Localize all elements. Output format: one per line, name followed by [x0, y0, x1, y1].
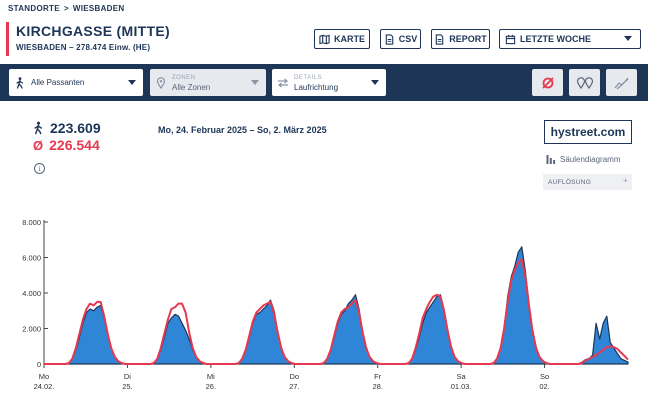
- resolution-select[interactable]: AUFLÖSUNG +: [543, 174, 632, 190]
- pedestrian-icon: [16, 76, 24, 89]
- compare-locations-button[interactable]: [569, 69, 600, 96]
- hystreet-logo[interactable]: hystreet.com: [544, 120, 632, 144]
- chart-type-label: Säulendiagramm: [560, 155, 621, 164]
- plus-icon: +: [623, 176, 628, 185]
- average-count-value: 226.544: [49, 137, 100, 153]
- pedestrian-icon: [34, 121, 42, 135]
- period-select-value: LETZTE WOCHE: [520, 34, 591, 44]
- x-tick-date: 01.03.: [451, 382, 472, 391]
- report-button[interactable]: REPORT: [431, 29, 490, 49]
- y-tick-label: 6.000: [22, 254, 41, 263]
- file-icon: [435, 33, 444, 45]
- info-icon-glyph: i: [38, 164, 41, 173]
- csv-button[interactable]: CSV: [380, 29, 421, 49]
- footfall-area-series: [43, 246, 629, 365]
- filter-toolbar: Alle Passanten ZONEN Alle Zonen DETAILS La…: [0, 64, 648, 101]
- breadcrumb-current: WIESBADEN: [72, 4, 125, 13]
- x-tick-weekday: Sa: [457, 372, 467, 381]
- double-pin-icon: [576, 77, 593, 89]
- y-tick-label: 0: [37, 360, 41, 369]
- period-select[interactable]: LETZTE WOCHE: [499, 29, 641, 49]
- info-icon[interactable]: i: [34, 163, 45, 174]
- zonen-select[interactable]: ZONEN Alle Zonen: [150, 69, 266, 96]
- compare-trend-button[interactable]: [606, 69, 637, 96]
- zonen-select-label: ZONEN: [172, 74, 196, 81]
- y-tick-label: 8.000: [22, 218, 41, 227]
- swap-arrows-icon: [278, 78, 288, 87]
- total-count-value: 223.609: [50, 120, 101, 136]
- passanten-select-value: Alle Passanten: [31, 77, 85, 87]
- map-button-label: KARTE: [334, 34, 365, 44]
- location-pin-icon: [156, 76, 166, 89]
- x-tick-weekday: Di: [124, 372, 131, 381]
- x-tick-date: 24.02.: [34, 382, 55, 391]
- x-tick-weekday: So: [540, 372, 549, 381]
- chevron-down-icon: [251, 80, 259, 85]
- average-icon: [541, 76, 554, 89]
- x-tick-date: 28.: [372, 382, 382, 391]
- file-icon: [385, 33, 393, 45]
- resolution-label: AUFLÖSUNG: [548, 178, 592, 186]
- x-tick-weekday: Mi: [207, 372, 215, 381]
- details-select[interactable]: DETAILS Laufrichtung: [272, 69, 386, 96]
- zonen-select-value: Alle Zonen: [172, 82, 211, 92]
- breadcrumb-separator: >: [63, 4, 69, 13]
- total-count: 223.609: [33, 120, 101, 136]
- bar-chart-icon: [546, 155, 556, 164]
- x-tick-date: 02.: [539, 382, 549, 391]
- y-tick-label: 4.000: [22, 289, 41, 298]
- calendar-icon: [505, 34, 516, 44]
- chevron-down-icon: [128, 80, 136, 85]
- trend-compare-icon: [614, 77, 628, 89]
- x-tick-weekday: Fr: [374, 372, 382, 381]
- x-tick-date: 27.: [289, 382, 299, 391]
- x-tick-date: 25.: [122, 382, 132, 391]
- chart-type-toggle[interactable]: Säulendiagramm: [546, 155, 620, 164]
- average-count: Ø 226.544: [33, 137, 100, 153]
- passanten-select[interactable]: Alle Passanten: [9, 69, 143, 96]
- map-button[interactable]: KARTE: [314, 29, 370, 49]
- x-tick-weekday: Mo: [39, 372, 49, 381]
- report-button-label: REPORT: [449, 34, 487, 44]
- x-tick-date: 26.: [206, 382, 216, 391]
- date-range: Mo, 24. Februar 2025 – So, 2. März 2025: [158, 125, 327, 135]
- average-toggle-button[interactable]: [532, 69, 563, 96]
- average-line-series: [44, 258, 629, 365]
- breadcrumb-standorte[interactable]: STANDORTE: [8, 4, 60, 13]
- location-subtitle: WIESBADEN – 278.474 Einw. (HE): [16, 43, 151, 52]
- csv-button-label: CSV: [398, 34, 418, 44]
- map-icon: [319, 34, 330, 44]
- chevron-down-icon: [624, 36, 632, 41]
- page-title: KIRCHGASSE (MITTE): [16, 23, 170, 39]
- y-tick-label: 2.000: [22, 325, 41, 334]
- average-symbol: Ø: [33, 137, 44, 153]
- details-select-value: Laufrichtung: [294, 82, 339, 92]
- x-tick-weekday: Do: [289, 372, 299, 381]
- details-select-label: DETAILS: [294, 74, 323, 81]
- chevron-down-icon: [371, 80, 379, 85]
- location-header: KIRCHGASSE (MITTE) WIESBADEN – 278.474 E…: [6, 22, 170, 56]
- breadcrumb: STANDORTE > WIESBADEN: [8, 4, 128, 13]
